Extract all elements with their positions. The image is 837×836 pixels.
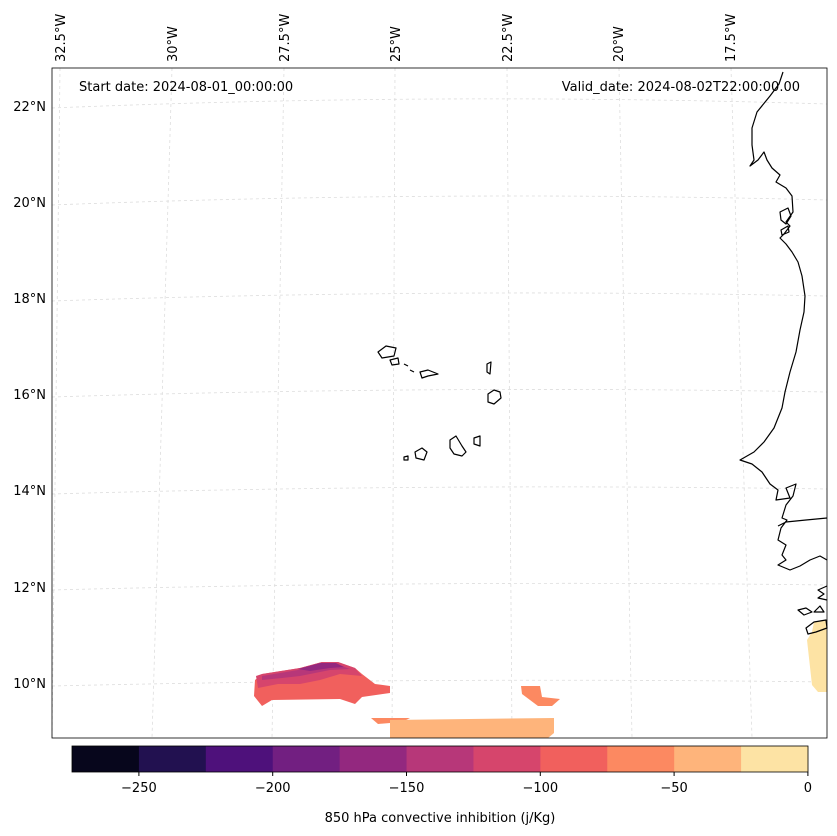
- grid-lat-16: [51, 389, 828, 398]
- island-sao-nicolau: [409, 369, 439, 379]
- cb-tick-m150: −150: [389, 781, 425, 796]
- graticule: [51, 67, 828, 739]
- cin-patch-west-deepest: [298, 663, 344, 671]
- island-maio: [473, 435, 481, 447]
- colorbar-segment: [741, 746, 809, 772]
- grid-lon-175: [730, 67, 753, 739]
- lon-label-20: 20°W: [612, 26, 627, 62]
- lat-label-18: 18°N: [13, 292, 46, 307]
- grid-lat-10: [51, 679, 828, 687]
- colorbar-segment: [473, 746, 541, 772]
- colorbar-ticks: [138, 772, 809, 776]
- lat-label-16: 16°N: [13, 388, 46, 403]
- island-brava: [403, 455, 409, 461]
- cin-patch-mid: [521, 686, 560, 706]
- cb-tick-m250: −250: [121, 781, 157, 796]
- cin-patch-south: [390, 718, 554, 738]
- grid-lat-20: [51, 195, 828, 206]
- colorbar-segment: [339, 746, 408, 772]
- colorbar-segment: [72, 746, 140, 772]
- grid-lon-20: [618, 67, 633, 739]
- colorbar-segment: [607, 746, 675, 772]
- lat-label-22: 22°N: [13, 100, 46, 115]
- colorbar: [72, 746, 809, 772]
- lat-label-20: 20°N: [13, 196, 46, 211]
- grid-lon-225: [506, 67, 513, 739]
- start-date-label: Start date: 2024-08-01_00:00:00: [79, 80, 293, 95]
- colorbar-segment: [272, 746, 341, 772]
- cb-tick-m50: −50: [660, 781, 687, 796]
- grid-lat-18: [51, 292, 828, 302]
- island-santiago: [449, 435, 467, 457]
- colorbar-segment: [205, 746, 274, 772]
- grid-lat-12: [51, 582, 828, 591]
- grid-lat-22: [51, 98, 828, 109]
- grid-lon-325: [51, 67, 61, 739]
- lon-label-225: 22.5°W: [501, 14, 516, 62]
- lon-label-325: 32.5°W: [54, 14, 69, 62]
- map-area: [52, 68, 827, 738]
- island-sao-vicente: [389, 357, 400, 366]
- lat-label-10: 10°N: [13, 677, 46, 692]
- colorbar-label: 850 hPa convective inhibition (j/Kg): [325, 811, 556, 826]
- map-frame: [51, 67, 828, 739]
- grid-lat-14: [51, 486, 828, 495]
- cin-patch-east: [807, 620, 827, 692]
- colorbar-segment: [138, 746, 207, 772]
- lon-label-175: 17.5°W: [724, 14, 739, 62]
- african-coastline: [739, 71, 828, 635]
- island-santa-luzia: [403, 363, 409, 367]
- colorbar-segment: [674, 746, 742, 772]
- colorbar-frame: [71, 745, 809, 773]
- lat-label-14: 14°N: [13, 484, 46, 499]
- latitude-labels: 22°N 20°N 18°N 16°N 14°N 12°N 10°N: [13, 100, 46, 692]
- longitude-labels: 32.5°W 30°W 27.5°W 25°W 22.5°W 20°W 17.5…: [54, 14, 739, 62]
- lon-label-30: 30°W: [166, 26, 181, 62]
- colorbar-segment: [540, 746, 608, 772]
- cin-contours: [254, 620, 827, 738]
- lon-label-25: 25°W: [389, 26, 404, 62]
- cb-tick-0: 0: [804, 781, 812, 796]
- colorbar-segment: [406, 746, 474, 772]
- cb-tick-m100: −100: [522, 781, 558, 796]
- lat-label-12: 12°N: [13, 581, 46, 596]
- grid-lon-25: [391, 67, 396, 739]
- colorbar-tick-labels: −250 −200 −150 −100 −50 0: [121, 781, 812, 796]
- lon-label-275: 27.5°W: [278, 14, 293, 62]
- canary-island-2: [780, 225, 790, 236]
- canary-island-1: [779, 207, 792, 225]
- island-santo-antao: [377, 345, 397, 359]
- cb-tick-m200: −200: [255, 781, 291, 796]
- grid-lon-30: [151, 67, 173, 739]
- coastlines: [377, 71, 828, 635]
- valid-date-label: Valid_date: 2024-08-02T22:00:00.00: [562, 80, 800, 95]
- island-sal: [486, 361, 492, 375]
- island-boa-vista: [487, 389, 502, 405]
- island-fogo: [414, 447, 428, 461]
- grid-lon-275: [271, 67, 285, 739]
